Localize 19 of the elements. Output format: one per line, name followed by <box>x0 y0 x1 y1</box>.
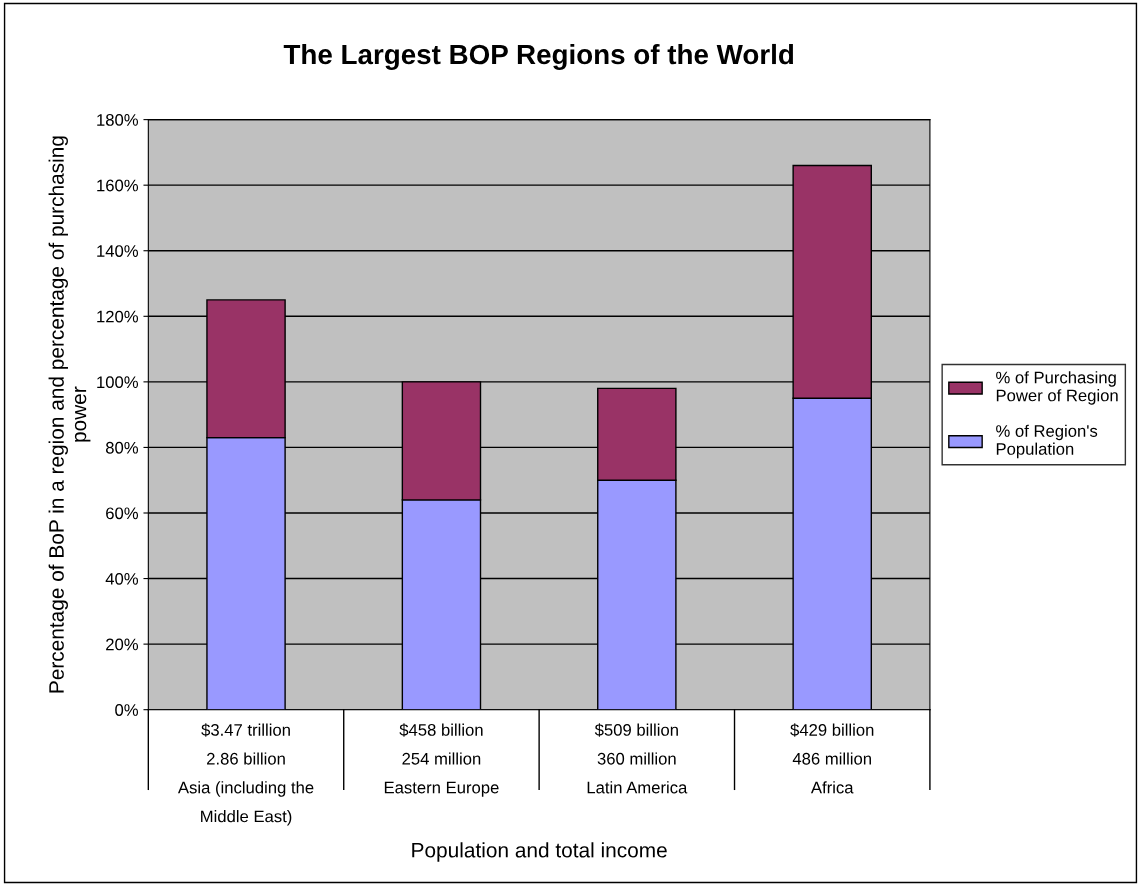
y-tick-label: 80% <box>105 441 139 454</box>
x-tick-label: $429 billion 486 million Africa <box>790 723 874 794</box>
y-tick-label: 100% <box>97 376 139 389</box>
y-tick-label: 20% <box>106 638 139 651</box>
x-tick-label: $509 billion 360 million Latin America <box>587 723 688 794</box>
y-tick-label: 0% <box>115 704 139 716</box>
y-tick-label: 140% <box>97 245 139 257</box>
y-axis-title: Percentage of BoP in a region and percentage of purchasing power <box>48 136 91 693</box>
y-tick-label: 60% <box>106 507 139 520</box>
x-tick-label: $458 billion 254 million Eastern Europe <box>384 723 499 797</box>
legend-label: % of Purchasing Power of Region <box>996 371 1118 405</box>
x-tick-label: $3.47 trillion 2.86 billion Asia (including the Middle East) <box>177 723 314 826</box>
y-tick-label: 40% <box>105 572 139 585</box>
x-axis-title: Population and total income <box>412 842 667 862</box>
y-tick-label: 160% <box>97 179 139 192</box>
legend-label: % of Region's Population <box>996 424 1098 459</box>
y-tick-label: 120% <box>97 310 139 323</box>
chart-title: The Largest BOP Regions of the World <box>283 43 794 70</box>
y-tick-label: 180% <box>97 114 139 126</box>
